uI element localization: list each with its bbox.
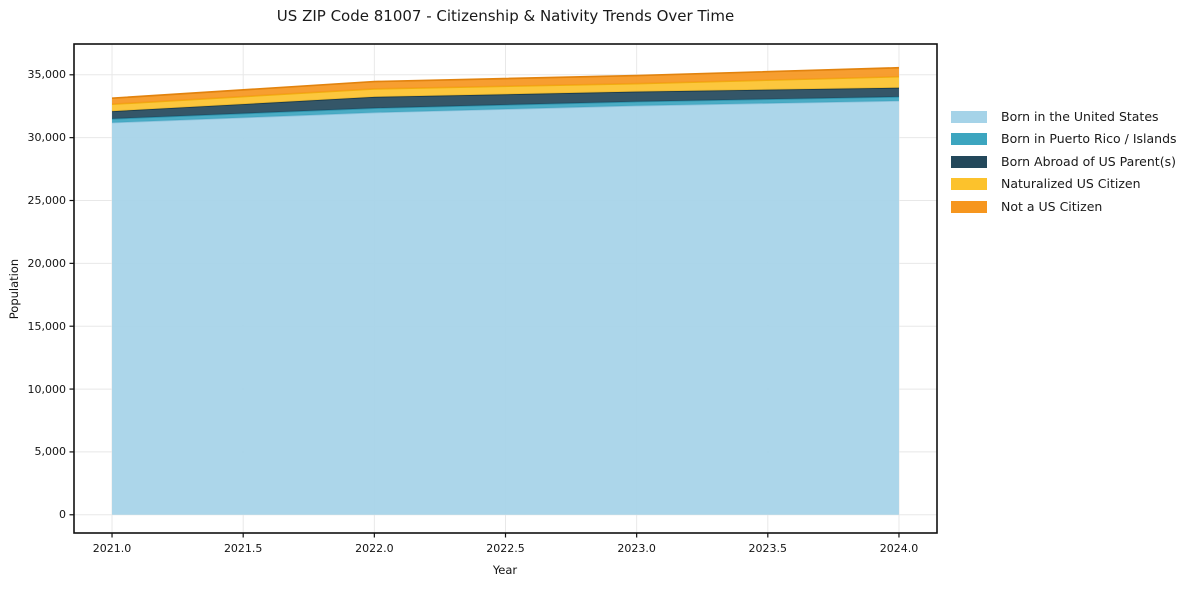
legend-label: Born Abroad of US Parent(s) bbox=[1001, 153, 1176, 169]
legend-item: Not a US Citizen bbox=[951, 198, 1177, 214]
legend-item: Born in the United States bbox=[951, 109, 1177, 124]
y-tick-label: 25,000 bbox=[27, 194, 67, 207]
legend-swatch bbox=[951, 133, 987, 146]
legend-label: Born in the United States bbox=[1001, 109, 1159, 124]
area-series-0 bbox=[112, 100, 899, 515]
x-tick-label: 2022.0 bbox=[355, 542, 394, 555]
y-tick-label: 5,000 bbox=[34, 445, 67, 459]
area-series-2 bbox=[112, 87, 899, 119]
legend-swatch bbox=[951, 111, 987, 123]
legend-item: Born in Puerto Rico / Islands bbox=[951, 131, 1177, 147]
legend-label: Not a US Citizen bbox=[1001, 198, 1103, 214]
x-axis-label: Year bbox=[492, 563, 518, 577]
x-tick-label: 2022.5 bbox=[486, 542, 525, 555]
legend-swatch bbox=[951, 178, 987, 191]
area-series-3 bbox=[112, 76, 899, 112]
y-tick-label: 10,000 bbox=[27, 382, 67, 396]
y-tick-label: 35,000 bbox=[27, 68, 67, 82]
y-tick-label: 20,000 bbox=[27, 256, 67, 270]
chart-title: US ZIP Code 81007 - Citizenship & Nativi… bbox=[276, 7, 735, 25]
legend-label: Naturalized US Citizen bbox=[1001, 176, 1141, 192]
y-tick-label: 15,000 bbox=[27, 319, 67, 333]
area-series-1 bbox=[112, 96, 899, 123]
legend-swatch bbox=[951, 200, 987, 213]
x-tick-label: 2023.0 bbox=[617, 542, 656, 555]
legend-item: Born Abroad of US Parent(s) bbox=[951, 153, 1177, 169]
x-tick-label: 2024.0 bbox=[879, 542, 919, 555]
x-tick-label: 2023.5 bbox=[748, 542, 788, 555]
y-tick-label: 0 bbox=[59, 508, 66, 522]
legend-swatch bbox=[951, 155, 987, 168]
y-tick-label: 30,000 bbox=[27, 131, 67, 145]
legend-label: Born in Puerto Rico / Islands bbox=[1001, 131, 1177, 147]
plot-border bbox=[73, 43, 938, 534]
area-series-4 bbox=[112, 67, 899, 105]
area-edge-4 bbox=[111, 66, 899, 100]
x-tick-label: 2021.0 bbox=[92, 542, 132, 555]
x-tick-label: 2021.5 bbox=[223, 542, 263, 555]
legend-item: Naturalized US Citizen bbox=[951, 176, 1177, 192]
legend: Born in the United States Born in Puerto … bbox=[951, 109, 1177, 214]
